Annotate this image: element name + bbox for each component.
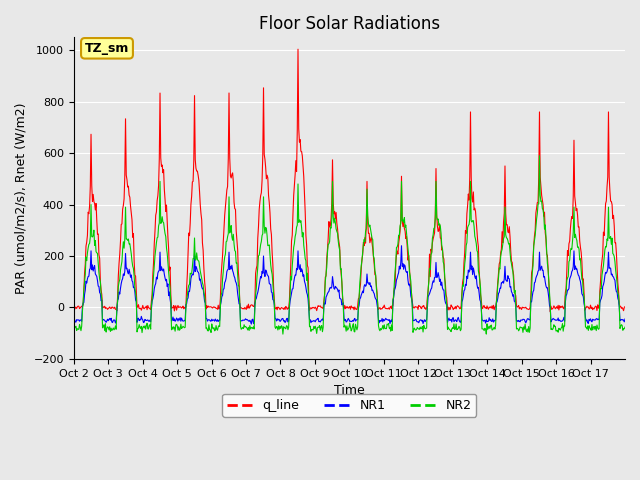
NR2	[263, 233, 271, 239]
NR1	[134, 315, 142, 321]
q_line	[263, 172, 271, 178]
q_line	[438, 247, 445, 253]
q_line	[70, 304, 77, 310]
q_line	[236, 301, 244, 307]
q_line	[547, 309, 554, 314]
Line: NR2: NR2	[74, 156, 625, 334]
Line: q_line: q_line	[74, 49, 625, 312]
NR2	[70, 327, 77, 333]
NR1	[248, 321, 255, 327]
NR2	[621, 324, 629, 330]
NR2	[279, 331, 287, 337]
q_line	[294, 47, 302, 52]
NR2	[438, 242, 445, 248]
q_line	[407, 286, 415, 292]
Y-axis label: PAR (umol/m2/s), Rnet (W/m2): PAR (umol/m2/s), Rnet (W/m2)	[15, 102, 28, 294]
NR2	[236, 300, 244, 306]
NR2	[285, 324, 292, 330]
NR1	[285, 318, 292, 324]
X-axis label: Time: Time	[334, 384, 365, 397]
Title: Floor Solar Radiations: Floor Solar Radiations	[259, 15, 440, 33]
NR1	[236, 300, 244, 306]
q_line	[284, 305, 292, 311]
NR1	[408, 296, 415, 301]
NR2	[536, 153, 543, 158]
NR2	[407, 278, 415, 284]
Text: TZ_sm: TZ_sm	[85, 42, 129, 55]
NR1	[397, 243, 405, 249]
NR1	[438, 285, 446, 291]
q_line	[621, 304, 629, 310]
q_line	[134, 302, 142, 308]
NR1	[621, 316, 629, 322]
Legend: q_line, NR1, NR2: q_line, NR1, NR2	[223, 394, 476, 417]
Line: NR1: NR1	[74, 246, 625, 324]
NR2	[134, 325, 142, 331]
NR1	[264, 273, 271, 278]
NR1	[70, 317, 77, 323]
